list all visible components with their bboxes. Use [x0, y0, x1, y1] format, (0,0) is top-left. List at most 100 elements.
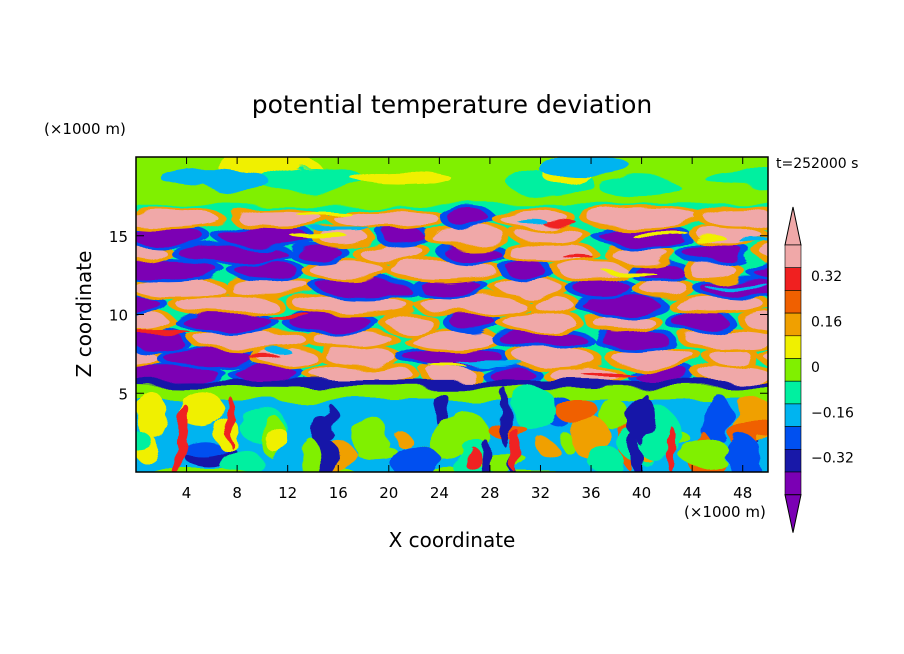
contour-region	[704, 393, 732, 446]
colorbar-tick-label: −0.32	[811, 451, 854, 467]
contour-region	[359, 244, 425, 262]
contour-region	[350, 170, 452, 187]
contour-region	[511, 386, 557, 431]
contour-region	[628, 432, 641, 472]
contour-region	[395, 432, 412, 448]
contour-region	[601, 331, 670, 349]
contour-region	[630, 232, 690, 238]
x-tick-label: 12	[278, 484, 297, 502]
contour-region	[740, 239, 768, 245]
contour-region	[447, 209, 489, 228]
contour-region	[421, 296, 526, 314]
colorbar-band	[784, 380, 802, 405]
contour-region	[605, 271, 657, 277]
contour-region	[516, 218, 546, 223]
contour-region	[774, 227, 845, 244]
contour-region	[683, 244, 745, 262]
contour-region	[429, 418, 462, 459]
contour-region	[176, 296, 278, 314]
contour-region	[754, 244, 768, 263]
contour-region	[319, 279, 409, 297]
contour-region	[266, 348, 291, 354]
contour-region	[226, 395, 234, 447]
x-axis-label: X coordinate	[389, 528, 516, 552]
contour-region	[247, 353, 280, 359]
contour-region	[294, 209, 351, 215]
contour-region	[762, 247, 768, 259]
contour-region	[509, 428, 522, 472]
x-tick-label: 28	[480, 484, 499, 502]
contour-region	[541, 220, 577, 225]
contour-region	[555, 398, 600, 425]
colorbar-band	[784, 267, 802, 291]
x-tick-label: 44	[683, 484, 702, 502]
contour-region	[499, 388, 511, 447]
contour-region	[703, 168, 768, 186]
contour-region	[391, 261, 497, 280]
colorbar-under-arrow	[784, 494, 802, 533]
contour-region	[428, 365, 475, 384]
contour-region	[321, 403, 338, 441]
contour-region	[752, 263, 768, 277]
contour-region	[309, 261, 385, 280]
x-tick-label: 40	[632, 484, 651, 502]
y-axis: 5 10 15	[109, 228, 768, 403]
contour-region	[701, 365, 768, 384]
contour-region	[136, 227, 204, 245]
contour-region	[177, 390, 224, 427]
contour-region	[711, 348, 752, 366]
colorbar-band	[784, 403, 802, 427]
contour-region	[136, 209, 219, 228]
x-tick-label: 4	[182, 484, 192, 502]
colorbar-band	[784, 471, 802, 496]
contour-region	[704, 284, 768, 289]
contour-region	[136, 434, 154, 452]
contour-region	[229, 279, 311, 297]
colorbar-band	[784, 290, 802, 314]
contour-region	[136, 365, 219, 384]
colorbar-band	[784, 335, 802, 359]
y-tick-label: 10	[109, 307, 128, 325]
contour-region	[581, 296, 660, 314]
contour-region	[136, 348, 156, 366]
contour-region	[766, 232, 768, 239]
contour-region	[179, 439, 227, 457]
contour-region	[600, 398, 629, 431]
contour-region	[672, 313, 729, 332]
contour-region	[300, 436, 320, 472]
contour-region	[136, 331, 193, 337]
x-tick-label: 24	[430, 484, 449, 502]
contour-region	[693, 236, 728, 242]
contour-region	[202, 170, 270, 193]
y-tick-label: 15	[109, 228, 128, 246]
contour-region	[764, 353, 768, 361]
contour-region	[538, 441, 558, 458]
contour-region	[674, 296, 765, 314]
x-tick-label: 48	[733, 484, 752, 502]
contour-region	[137, 392, 168, 441]
contour-region	[611, 348, 696, 366]
contour-region	[314, 331, 392, 349]
contour-region	[310, 226, 370, 232]
contour-region	[686, 331, 768, 349]
contour-region	[182, 313, 272, 332]
x-tick-label: 36	[581, 484, 600, 502]
time-label: t=252000 s	[776, 156, 858, 172]
contour-region	[561, 253, 592, 258]
contour-region	[534, 296, 574, 314]
contour-region	[666, 425, 675, 472]
colorbar-tick-label: 0.16	[811, 314, 842, 330]
contour-region	[352, 415, 389, 461]
contour-region	[587, 209, 700, 228]
contour-region	[386, 313, 432, 332]
contour-region	[136, 244, 167, 262]
contour-region	[136, 296, 161, 314]
contour-region	[573, 279, 630, 297]
contour-region	[506, 261, 546, 280]
contour-region	[237, 209, 323, 228]
contour-region	[517, 227, 584, 245]
x-tick-label: 16	[329, 484, 348, 502]
contour-region	[136, 379, 768, 388]
contour-region	[549, 365, 618, 384]
contour-region	[580, 370, 634, 376]
